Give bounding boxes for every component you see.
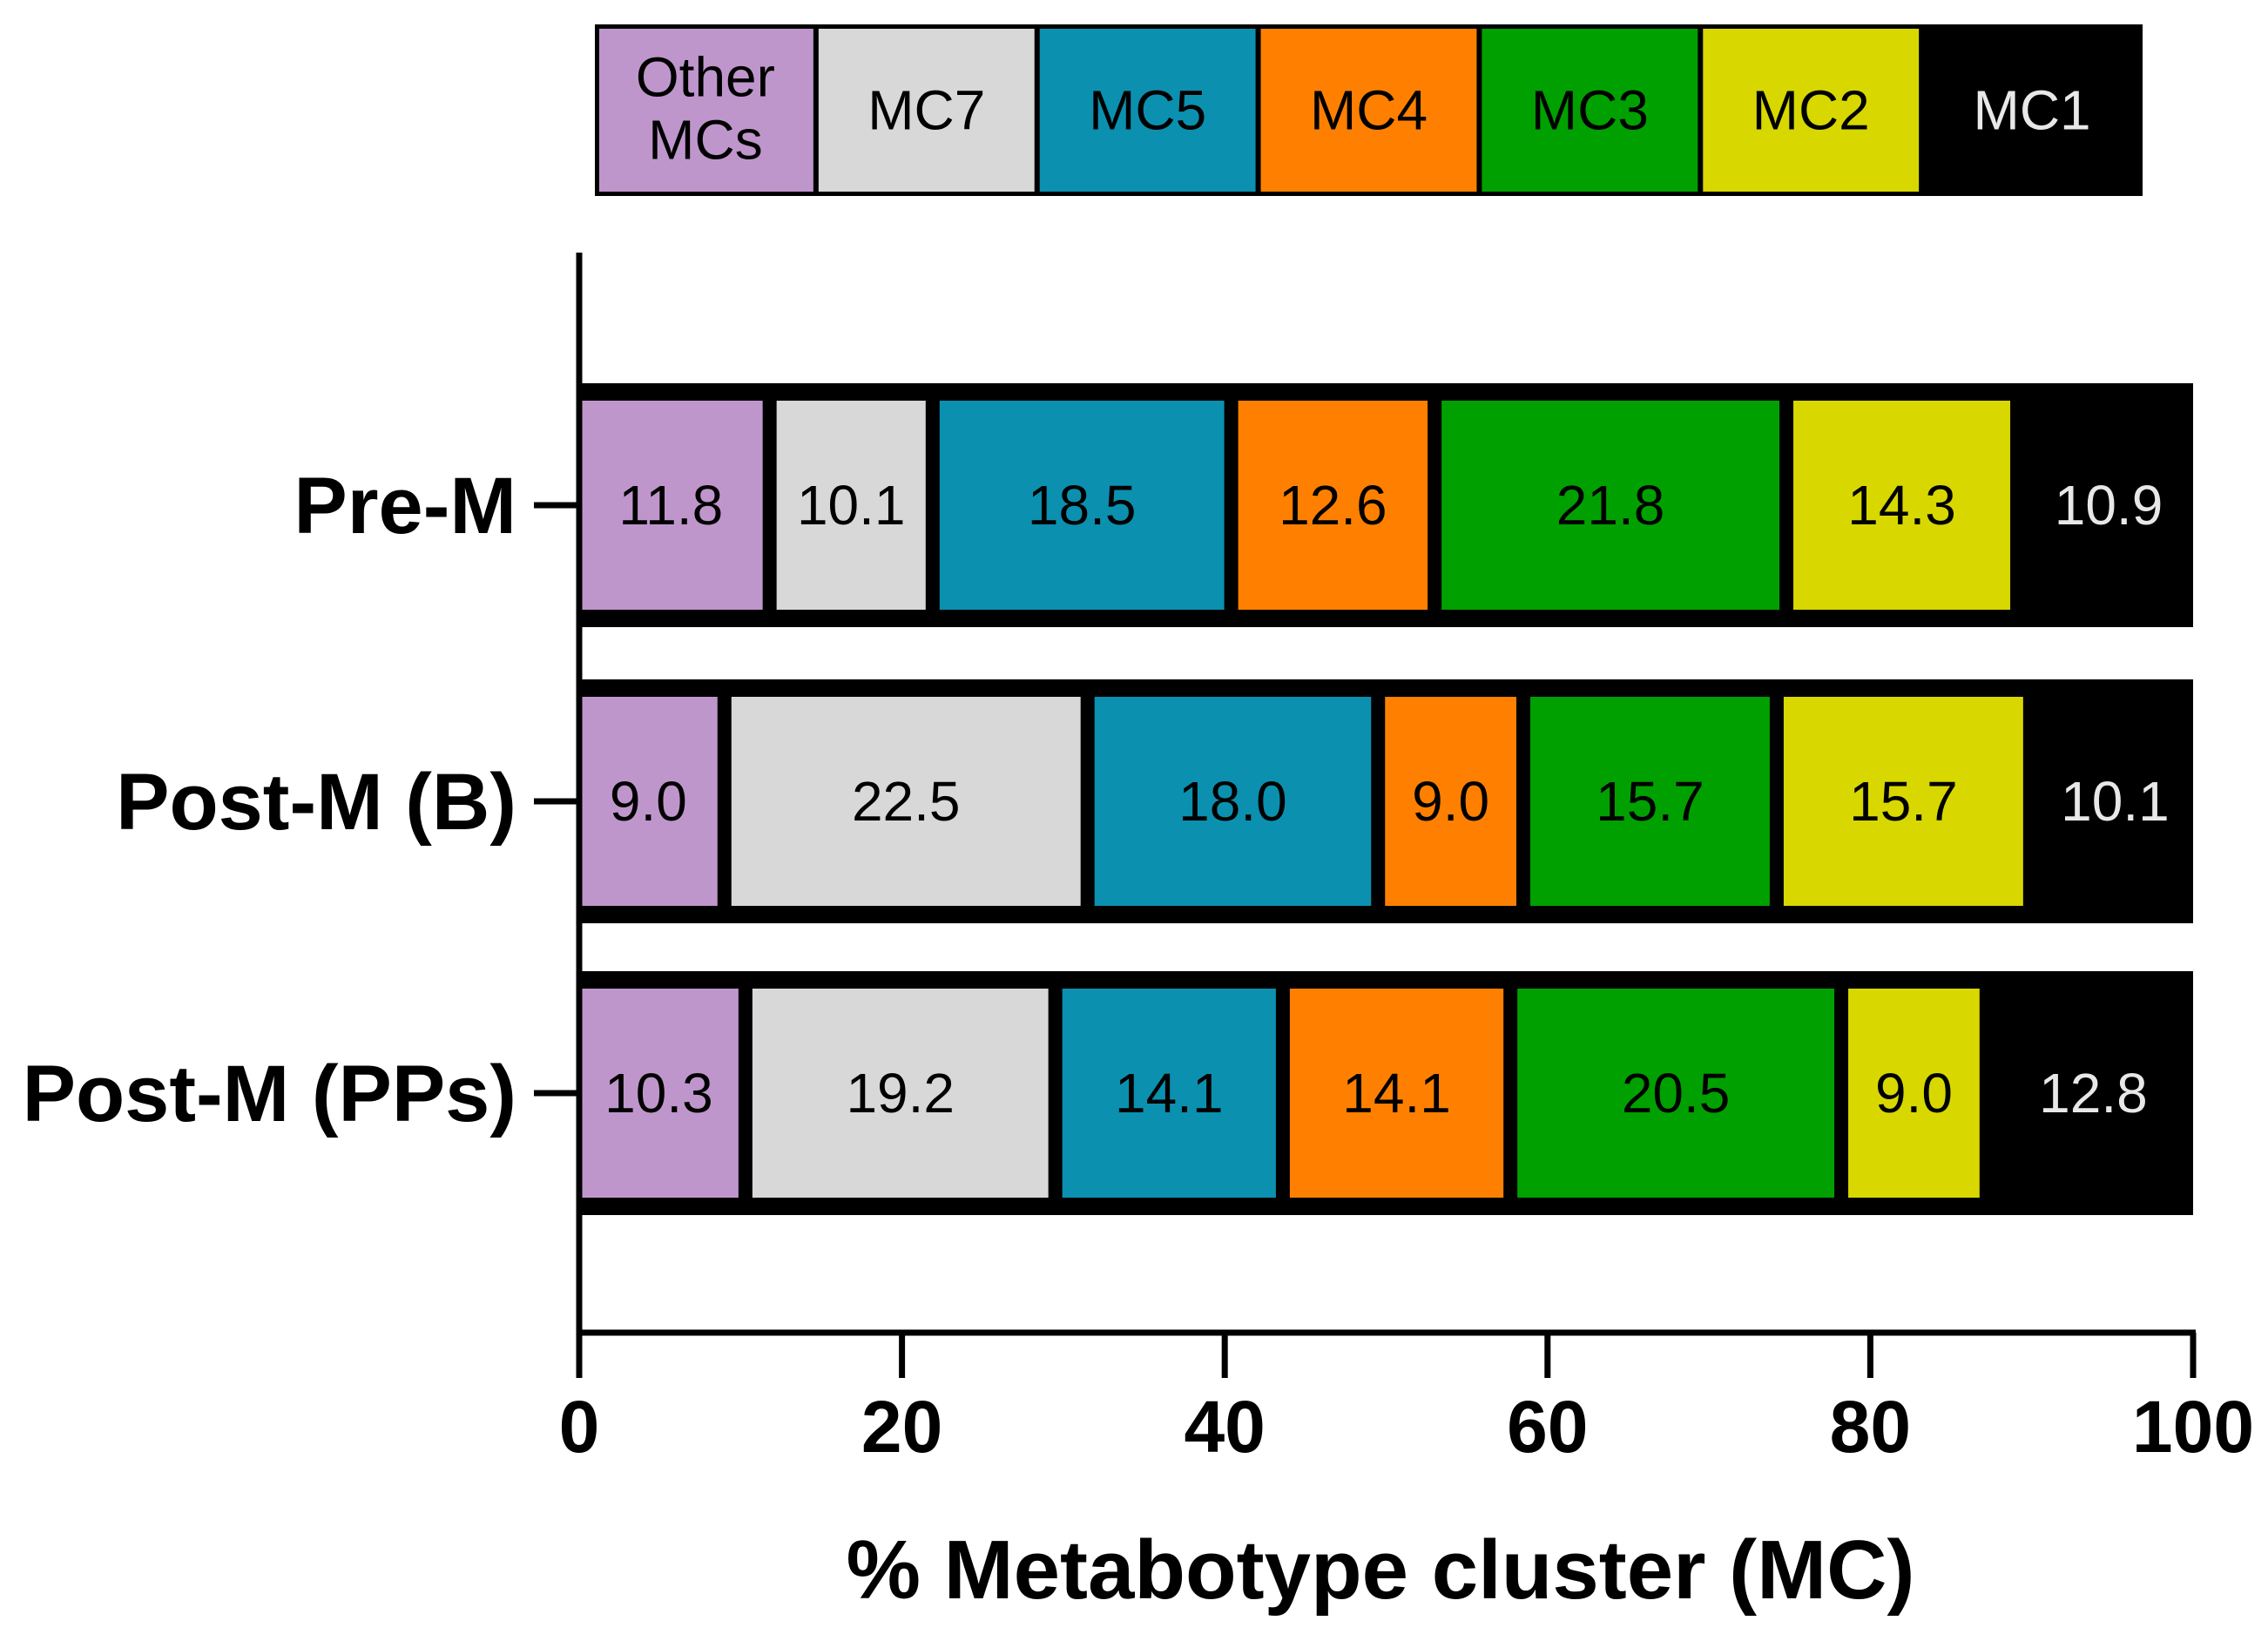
bar-segment-post-m-pps-mc2 — [1848, 989, 1980, 1198]
legend-swatch-other-mcs — [599, 29, 813, 192]
data-label-post-m-pps-mc4: 14.1 — [1342, 1062, 1451, 1124]
data-label-post-m-pps-mc3: 20.5 — [1622, 1062, 1731, 1124]
bar-segment-post-m-b-mc4 — [1385, 697, 1517, 906]
bar-segment-post-m-b-mc2 — [1783, 697, 2023, 906]
bar-segment-pre-m-mc7 — [776, 401, 926, 610]
x-tick-label-20: 20 — [861, 1386, 942, 1468]
category-label-post-m-b: Post-M (B) — [116, 758, 516, 847]
legend-label-other-mcs-line1: Other — [636, 46, 775, 109]
bar-segment-pre-m-mc2 — [1793, 401, 2011, 610]
bar-segment-post-m-pps-mc3 — [1517, 989, 1835, 1198]
bar-segment-post-m-pps-other-mcs — [579, 989, 739, 1198]
data-label-pre-m-mc4: 12.6 — [1279, 474, 1387, 537]
bar-segment-post-m-b-mc1 — [2036, 697, 2193, 906]
legend-label-mc5: MC5 — [1089, 79, 1206, 142]
data-label-pre-m-mc5: 18.5 — [1028, 474, 1137, 537]
data-label-post-m-pps-other-mcs: 10.3 — [604, 1062, 713, 1124]
data-label-post-m-b-mc4: 9.0 — [1412, 770, 1489, 833]
bar-segment-pre-m-mc1 — [2024, 401, 2193, 610]
axes: 0 20 40 60 80 100 Pre-M Post-M (B) Post-M (PPs) — [23, 253, 2254, 1468]
x-tick-label-40: 40 — [1184, 1386, 1265, 1468]
data-label-post-m-pps-mc7: 19.2 — [846, 1062, 955, 1124]
x-axis-title: % Metabotype cluster (MC) — [847, 1523, 1915, 1617]
bar-segment-post-m-b-other-mcs — [579, 697, 718, 906]
x-tick-label-0: 0 — [559, 1386, 600, 1468]
data-label-pre-m-mc3: 21.8 — [1556, 474, 1665, 537]
data-label-post-m-b-other-mcs: 9.0 — [610, 770, 687, 833]
data-label-post-m-pps-mc1: 12.8 — [2039, 1062, 2148, 1124]
legend-swatch-mc5 — [1039, 29, 1256, 192]
category-label-post-m-pps: Post-M (PPs) — [23, 1050, 516, 1138]
data-label-pre-m-mc7: 10.1 — [797, 474, 906, 537]
bar-segment-post-m-b-mc3 — [1530, 697, 1770, 906]
data-label-post-m-pps-mc5: 14.1 — [1115, 1062, 1224, 1124]
bar-segment-post-m-pps-mc7 — [752, 989, 1049, 1198]
bar-segment-pre-m-other-mcs — [579, 401, 763, 610]
legend-label-mc2: MC2 — [1752, 79, 1870, 142]
data-label-post-m-b-mc5: 18.0 — [1178, 770, 1287, 833]
legend-label-mc4: MC4 — [1310, 79, 1428, 142]
bar-segment-post-m-b-mc5 — [1094, 697, 1372, 906]
legend-swatch-mc4 — [1260, 29, 1477, 192]
bar-segment-pre-m-mc5 — [939, 401, 1225, 610]
legend-label-mc7: MC7 — [867, 79, 985, 142]
bar-segment-post-m-pps-mc5 — [1062, 989, 1276, 1198]
bar-segment-post-m-pps-mc1 — [1993, 989, 2193, 1198]
legend-label-mc1: MC1 — [1974, 79, 2091, 142]
data-label-pre-m-mc2: 14.3 — [1847, 474, 1956, 537]
bars: 11.8 10.1 18.5 12.6 21.8 14.3 10.9 9.0 22.5 18.0 9… — [579, 383, 2193, 1215]
category-label-pre-m: Pre-M — [294, 462, 516, 550]
data-label-post-m-pps-mc2: 9.0 — [1875, 1062, 1953, 1124]
x-tick-label-100: 100 — [2132, 1386, 2254, 1468]
data-label-pre-m-other-mcs: 11.8 — [618, 474, 723, 537]
x-tick-label-80: 80 — [1830, 1386, 1911, 1468]
legend-label-other-mcs-line2: MCs — [648, 109, 763, 172]
legend-label-mc3: MC3 — [1531, 79, 1649, 142]
legend-swatch-mc2 — [1703, 29, 1920, 192]
data-label-post-m-b-mc2: 15.7 — [1849, 770, 1958, 833]
legend-swatch-mc1 — [1924, 29, 2138, 192]
legend-swatch-mc3 — [1482, 29, 1698, 192]
x-tick-label-60: 60 — [1507, 1386, 1588, 1468]
data-label-pre-m-mc1: 10.9 — [2055, 474, 2163, 537]
legend-swatch-mc7 — [818, 29, 1035, 192]
bar-segment-pre-m-mc3 — [1441, 401, 1780, 610]
bar-segment-post-m-b-mc7 — [731, 697, 1081, 906]
bar-segment-pre-m-mc4 — [1238, 401, 1428, 610]
data-label-post-m-b-mc7: 22.5 — [852, 770, 961, 833]
bar-segment-post-m-pps-mc4 — [1289, 989, 1504, 1198]
data-label-post-m-b-mc1: 10.1 — [2061, 770, 2170, 833]
data-label-post-m-b-mc3: 15.7 — [1596, 770, 1704, 833]
